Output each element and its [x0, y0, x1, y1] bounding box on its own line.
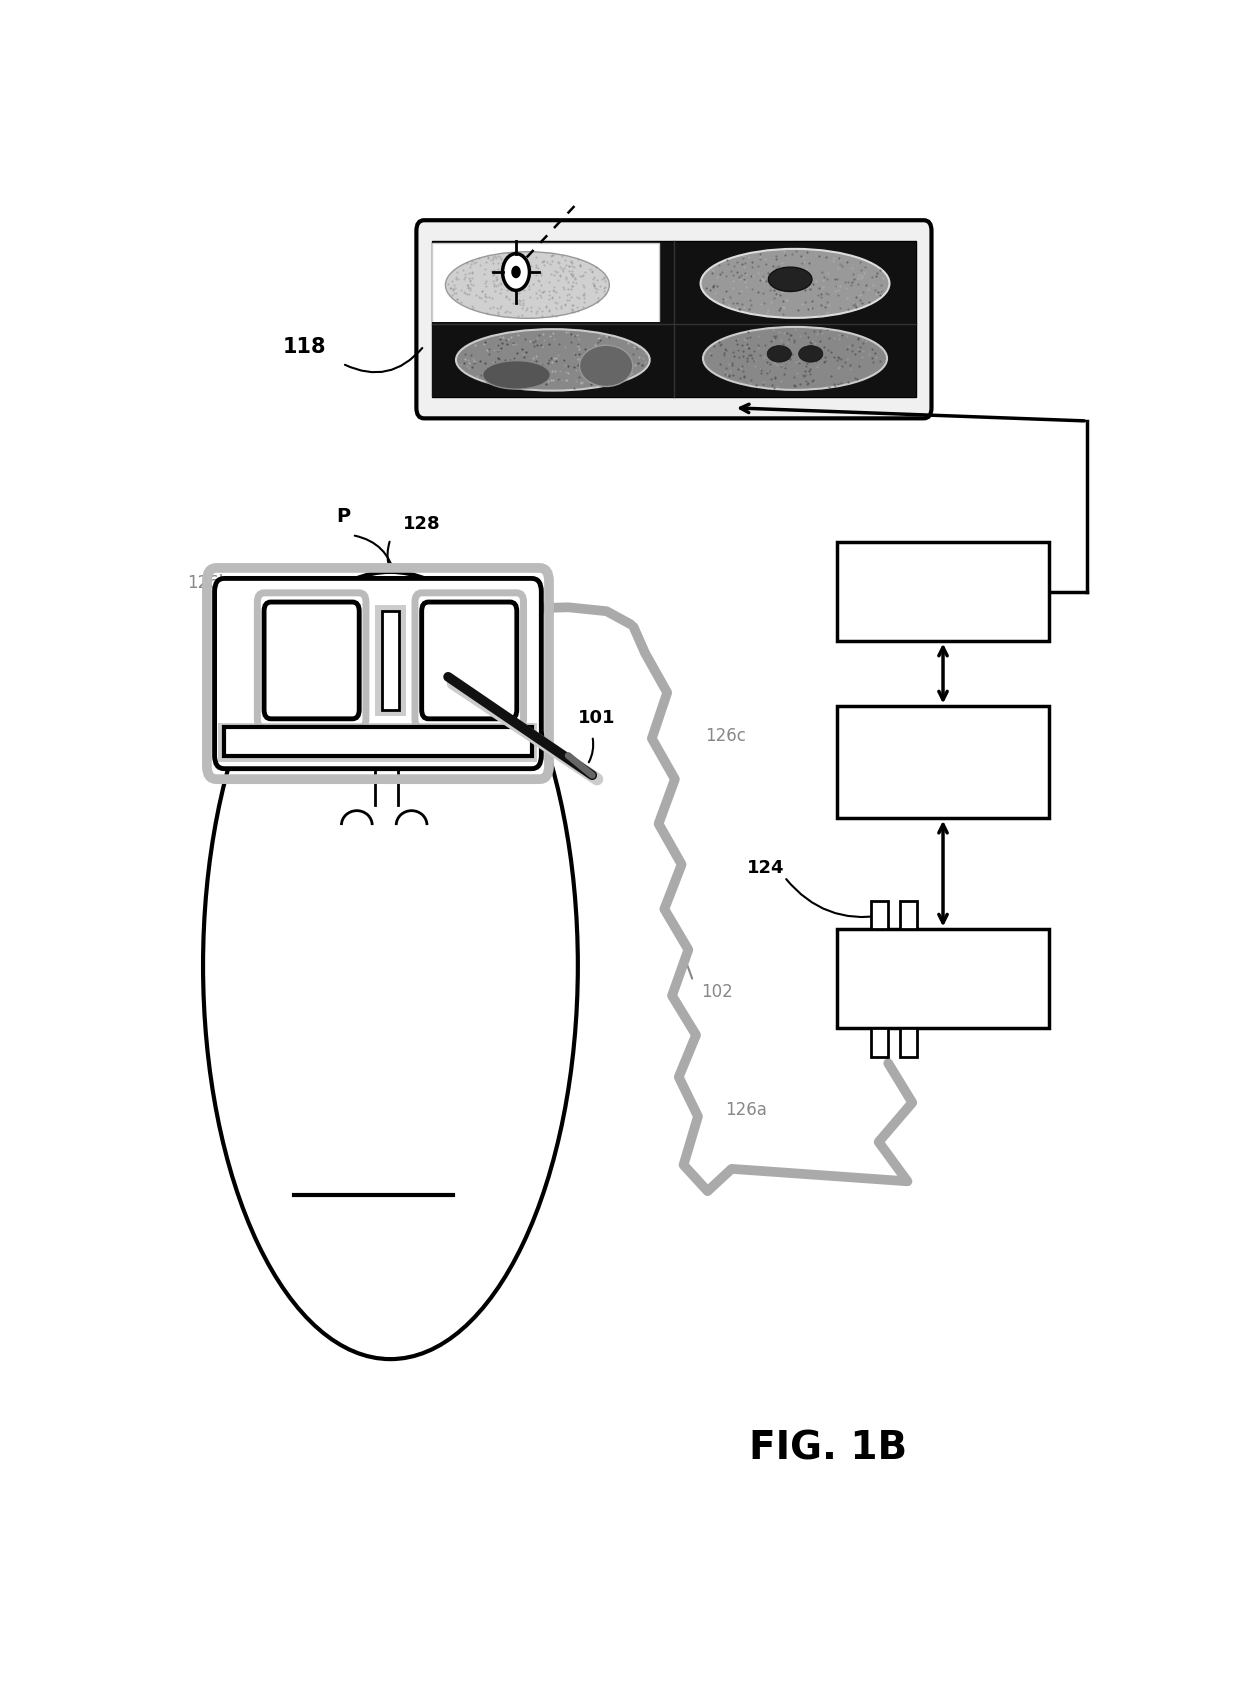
Bar: [432, 242, 916, 397]
Text: 128: 128: [403, 515, 440, 533]
Ellipse shape: [701, 249, 889, 319]
Ellipse shape: [769, 268, 812, 291]
Text: 1̲0̲8̲: 1̲0̲8̲: [924, 784, 962, 803]
Bar: [870, 900, 888, 929]
Bar: [218, 722, 537, 762]
Bar: [675, 322, 916, 397]
Text: 101: 101: [578, 709, 616, 726]
Text: LAUNCH: LAUNCH: [901, 956, 985, 975]
Bar: [382, 612, 399, 709]
Text: 126c: 126c: [704, 728, 745, 745]
Text: 126a: 126a: [725, 1101, 766, 1120]
Text: FIG. 1B: FIG. 1B: [749, 1430, 906, 1467]
Ellipse shape: [456, 329, 650, 390]
Text: 126b: 126b: [187, 574, 229, 591]
Bar: [837, 707, 1049, 818]
Ellipse shape: [579, 346, 632, 387]
Circle shape: [512, 266, 520, 278]
FancyBboxPatch shape: [264, 602, 360, 719]
Text: 126d: 126d: [485, 697, 527, 714]
Text: 1̲1̲4̲: 1̲1̲4̲: [924, 612, 962, 629]
Bar: [374, 605, 405, 716]
Bar: [900, 900, 918, 929]
Ellipse shape: [799, 346, 823, 363]
Circle shape: [502, 254, 529, 290]
Bar: [870, 1028, 888, 1056]
Ellipse shape: [445, 252, 609, 319]
Bar: [837, 929, 1049, 1028]
Bar: [837, 542, 1049, 641]
Ellipse shape: [703, 327, 887, 390]
Text: PROCESSOR: PROCESSOR: [882, 569, 1004, 588]
FancyBboxPatch shape: [417, 220, 931, 419]
Bar: [675, 242, 916, 324]
Bar: [224, 726, 532, 755]
Text: 1̲2̲5̲a̲: 1̲2̲5̲a̲: [919, 995, 967, 1014]
Text: INTEGRATION: INTEGRATION: [874, 750, 1012, 769]
FancyBboxPatch shape: [215, 578, 542, 769]
Text: 124: 124: [746, 859, 784, 878]
Text: P: P: [336, 506, 351, 527]
Ellipse shape: [203, 573, 578, 1360]
Bar: [432, 322, 675, 397]
Bar: [432, 242, 660, 324]
FancyBboxPatch shape: [422, 602, 517, 719]
Bar: [900, 1028, 918, 1056]
Text: 102: 102: [701, 983, 733, 1000]
Text: OPTICAL: OPTICAL: [900, 728, 986, 745]
Ellipse shape: [482, 361, 551, 389]
Ellipse shape: [768, 346, 791, 363]
Text: 118: 118: [283, 337, 326, 358]
